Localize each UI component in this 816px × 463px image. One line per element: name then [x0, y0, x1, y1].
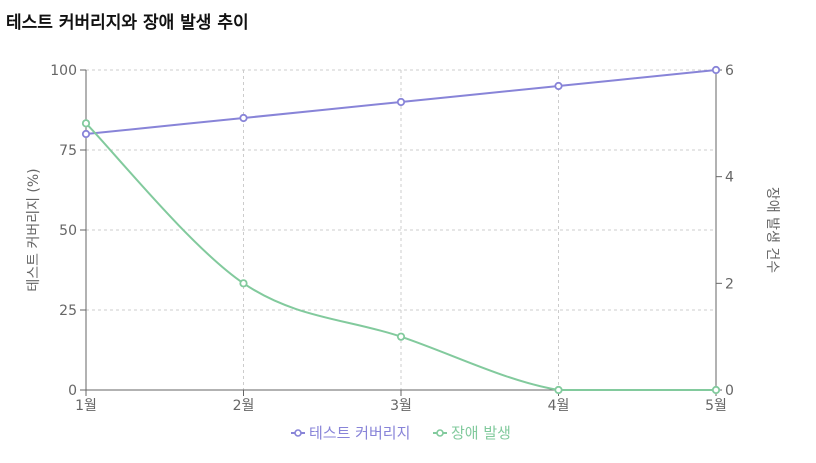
data-point [711, 65, 721, 75]
y-right-tick-label: 6 [725, 63, 734, 79]
x-tick-label: 2월 [233, 398, 255, 414]
data-point [81, 119, 91, 128]
y-left-tick-label: 50 [59, 223, 77, 239]
legend-item: 장애 발생 [433, 424, 511, 442]
chart-title: 테스트 커버리지와 장애 발생 추이 [6, 13, 249, 33]
series-layer [81, 65, 721, 395]
series-incidents [81, 119, 721, 395]
data-point [239, 113, 248, 123]
data-point [81, 129, 91, 139]
x-tick-label: 4월 [548, 398, 570, 414]
data-point [554, 81, 563, 91]
legend-item: 테스트 커버리지 [291, 424, 410, 442]
legend-label: 장애 발생 [451, 424, 511, 442]
axes: 0 25 50 75 100 0 2 4 6 1월 2월 3월 4월 5월 [50, 63, 734, 414]
y-axis-right-title: 장애 발생 건수 [764, 187, 780, 273]
legend-label: 테스트 커버리지 [309, 424, 410, 442]
y-right-tick-label: 2 [725, 276, 734, 292]
y-axis-left-title: 테스트 커버리지 (%) [26, 168, 42, 291]
y-right-tick-label: 4 [725, 170, 734, 186]
legend-marker [436, 429, 444, 437]
series-coverage [81, 65, 721, 139]
y-left-tick-label: 75 [59, 143, 77, 159]
data-point [711, 385, 721, 395]
data-point [396, 332, 406, 341]
legend: 테스트 커버리지 장애 발생 [291, 424, 511, 442]
data-point [396, 97, 406, 107]
y-left-tick-label: 100 [50, 63, 77, 79]
x-tick-label: 1월 [75, 398, 97, 414]
y-left-tick-label: 0 [68, 383, 77, 399]
grid-lines [85, 69, 717, 391]
y-left-tick-label: 25 [59, 303, 77, 319]
series-line [85, 122, 716, 392]
y-right-tick-label: 0 [725, 383, 734, 399]
data-point [554, 385, 563, 395]
legend-marker [294, 429, 302, 437]
data-point [239, 279, 248, 288]
x-tick-label: 5월 [705, 398, 727, 414]
x-tick-label: 3월 [390, 398, 412, 414]
